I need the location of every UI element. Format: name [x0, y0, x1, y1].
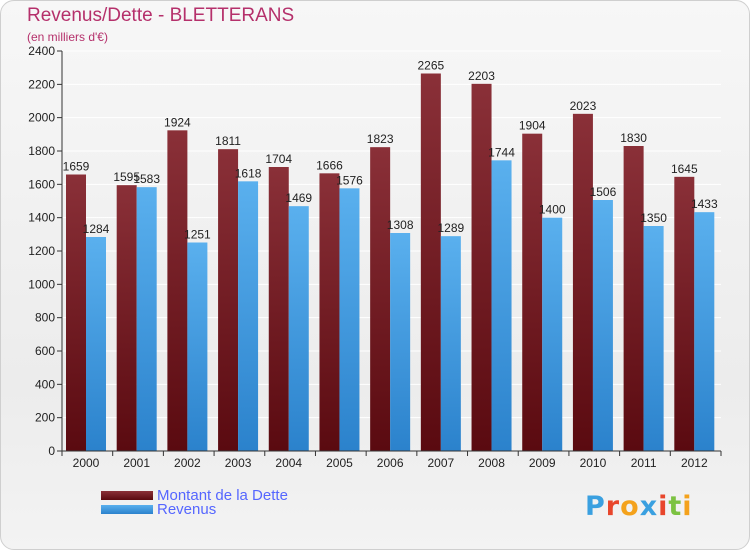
- data-label-revenus: 1289: [437, 221, 464, 235]
- proxiti-logo: Proxiti: [585, 491, 693, 522]
- data-label-revenus: 1350: [640, 211, 667, 225]
- data-label-revenus: 1308: [387, 218, 414, 232]
- y-tick-label: 2400: [28, 44, 55, 58]
- bar-revenus: [390, 233, 411, 451]
- bar-revenus: [542, 217, 563, 451]
- chart-subtitle: (en milliers d'€): [27, 30, 108, 44]
- bar-dette: [420, 73, 441, 451]
- legend-item-revenus: Revenus: [101, 500, 217, 518]
- bar-dette: [218, 149, 239, 451]
- data-label-revenus: 1251: [184, 228, 211, 242]
- data-label-dette: 1645: [671, 162, 698, 176]
- axes: 0 200 400 600 800 1000 1200 1400 1600 1800 2000 220…: [28, 44, 722, 470]
- x-tick-label: 2007: [427, 456, 454, 470]
- x-tick-label: 2006: [377, 456, 404, 470]
- bars: [66, 73, 715, 452]
- bar-revenus: [238, 181, 259, 452]
- chart-title: Revenus/Dette - BLETTERANS: [27, 5, 295, 26]
- y-tick-label: 1800: [28, 144, 55, 158]
- data-label-dette: 2203: [468, 69, 495, 83]
- data-label-dette: 1704: [265, 152, 292, 166]
- data-label-dette: 1666: [316, 158, 343, 172]
- bar-revenus: [86, 237, 106, 451]
- bar-revenus: [288, 206, 309, 451]
- x-tick-label: 2005: [326, 456, 353, 470]
- data-label-revenus: 1744: [488, 145, 515, 159]
- bar-revenus: [592, 200, 613, 451]
- legend-swatch-revenus: [101, 504, 153, 514]
- legend-label-dette: Montant de la Dette: [157, 486, 288, 504]
- data-label-revenus: 1284: [83, 222, 110, 236]
- y-tick-label: 2000: [28, 111, 55, 125]
- data-label-revenus: 1583: [133, 172, 160, 186]
- y-tick-label: 1000: [28, 277, 55, 291]
- bar-dette: [116, 185, 137, 451]
- bar-dette: [268, 167, 289, 451]
- data-label-dette: 2265: [417, 59, 444, 73]
- bar-dette: [471, 83, 492, 451]
- x-tick-label: 2010: [580, 456, 607, 470]
- legend-item-dette: Montant de la Dette: [101, 486, 288, 504]
- data-label-dette: 1904: [519, 119, 546, 133]
- bar-dette: [66, 174, 86, 451]
- data-label-revenus: 1506: [590, 185, 617, 199]
- data-label-dette: 1811: [215, 134, 241, 148]
- data-label-revenus: 1618: [235, 166, 262, 180]
- bar-dette: [522, 133, 543, 451]
- bar-revenus: [694, 212, 715, 451]
- data-label-revenus: 1576: [336, 173, 363, 187]
- data-label-dette: 2023: [570, 99, 597, 113]
- y-tick-label: 600: [35, 344, 55, 358]
- bar-revenus: [339, 188, 360, 452]
- y-tick-label: 200: [35, 411, 55, 425]
- legend-swatch-dette: [101, 490, 153, 500]
- data-label-revenus: 1433: [691, 197, 718, 211]
- x-tick-label: 2002: [174, 456, 201, 470]
- y-tick-label: 1200: [28, 244, 55, 258]
- data-label-dette: 1830: [620, 131, 647, 145]
- bar-dette: [572, 113, 593, 451]
- bar-revenus: [643, 226, 664, 451]
- y-tick-label: 1600: [28, 177, 55, 191]
- y-tick-label: 0: [48, 444, 55, 458]
- x-tick-label: 2001: [123, 456, 150, 470]
- x-tick-label: 2000: [73, 456, 100, 470]
- bar-dette: [674, 176, 695, 452]
- y-tick-label: 400: [35, 377, 55, 391]
- x-tick-label: 2009: [529, 456, 556, 470]
- bar-dette: [623, 146, 644, 451]
- data-label-dette: 1659: [63, 160, 90, 174]
- legend-label-revenus: Revenus: [157, 500, 217, 518]
- data-label-dette: 1595: [113, 170, 140, 184]
- bar-revenus: [136, 187, 157, 451]
- y-tick-label: 800: [35, 311, 55, 325]
- y-tick-label: 2200: [28, 77, 55, 91]
- x-tick-label: 2011: [631, 456, 657, 470]
- x-tick-label: 2008: [478, 456, 505, 470]
- y-tick-label: 1400: [28, 211, 55, 225]
- x-tick-label: 2012: [681, 456, 708, 470]
- data-label-dette: 1924: [164, 115, 191, 129]
- bar-dette: [319, 173, 340, 452]
- x-tick-label: 2004: [275, 456, 302, 470]
- bar-revenus: [440, 236, 461, 451]
- bar-revenus: [187, 242, 208, 451]
- bar-revenus: [491, 160, 512, 452]
- x-tick-label: 2003: [225, 456, 252, 470]
- bar-dette: [167, 130, 188, 452]
- bar-dette: [370, 147, 391, 451]
- data-label-revenus: 1400: [539, 203, 566, 217]
- data-label-dette: 1823: [367, 132, 394, 146]
- data-label-revenus: 1469: [285, 191, 312, 205]
